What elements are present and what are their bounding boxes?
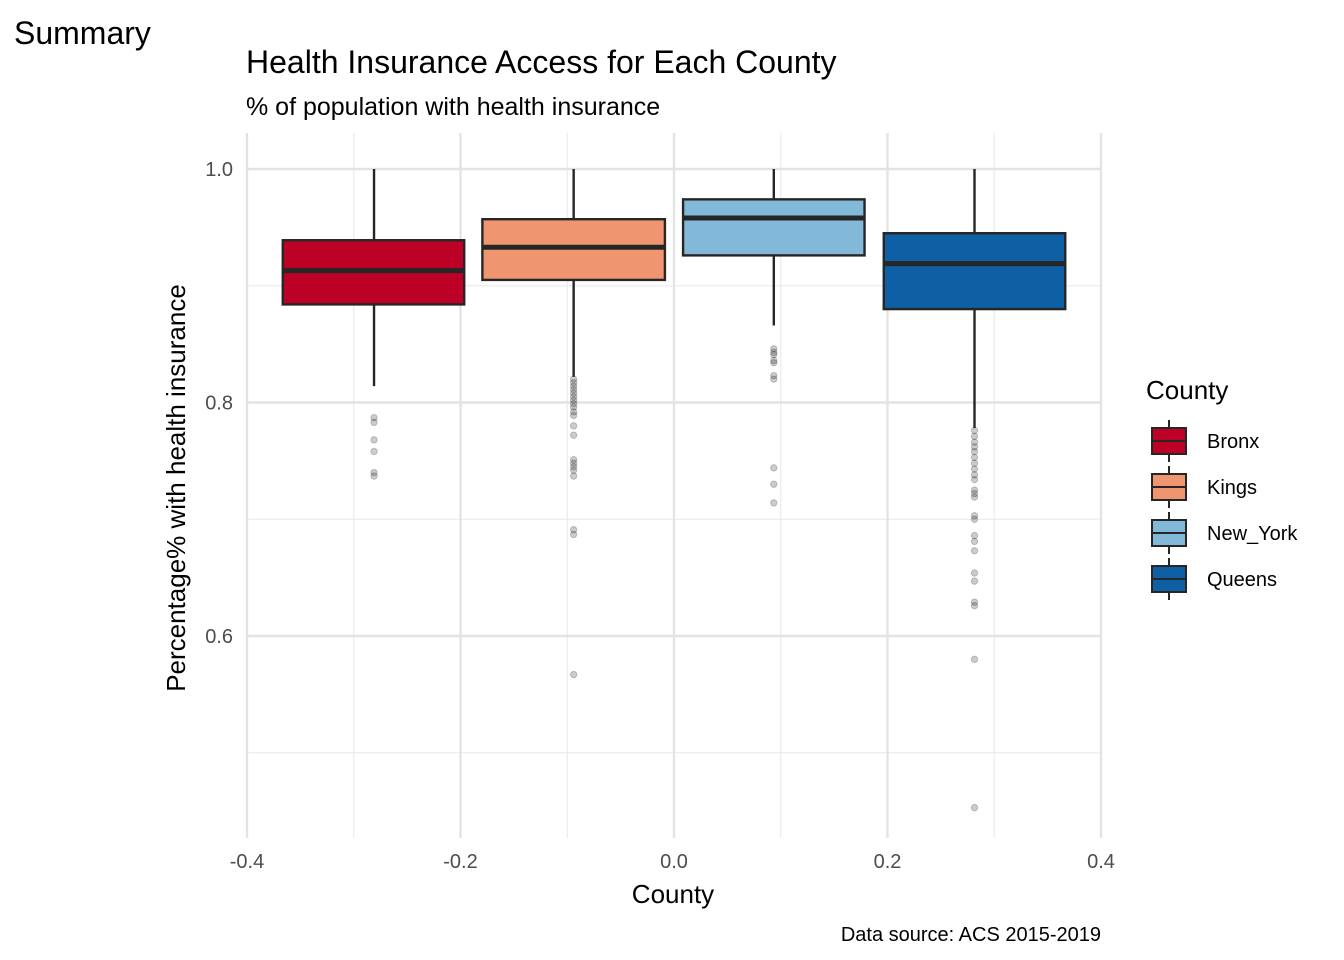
outlier-point	[770, 499, 778, 507]
legend: County Bronx Kings New_York Queens	[1146, 375, 1298, 600]
box-iqr	[681, 198, 866, 257]
x-tick-label: -0.4	[230, 851, 264, 873]
outlier-point	[970, 432, 979, 441]
outlier-point	[770, 480, 778, 488]
outlier-point	[770, 345, 778, 353]
outlier-point	[569, 408, 578, 416]
outlier-point	[970, 453, 979, 462]
x-axis-label: County	[632, 879, 714, 909]
outlier-point	[370, 413, 378, 422]
x-tick-label: -0.2	[443, 851, 477, 873]
outlier-point	[970, 569, 979, 577]
outlier-point	[569, 463, 578, 471]
outlier-point	[569, 378, 578, 387]
outlier-point	[569, 389, 578, 397]
outlier-point	[970, 489, 979, 498]
outlier-point	[970, 515, 979, 523]
outlier-point	[970, 486, 979, 494]
x-tick-label: 0.4	[1087, 851, 1115, 873]
chart-caption: Data source: ACS 2015-2019	[841, 924, 1101, 946]
outlier-point	[770, 375, 778, 383]
y-axis-label: Percentage% with health insurance	[161, 284, 191, 692]
chart-title: Health Insurance Access for Each County	[246, 44, 837, 80]
x-tick-label: 0.2	[874, 851, 902, 873]
outlier-point	[569, 670, 578, 679]
outlier-point	[770, 350, 778, 359]
outlier-point	[970, 512, 979, 520]
outlier-point	[569, 382, 578, 390]
outlier-point	[569, 431, 578, 439]
outlier-point	[970, 601, 979, 610]
outlier-point	[370, 447, 378, 456]
outlier-point	[970, 537, 979, 546]
outlier-point	[770, 348, 778, 356]
outlier-point	[569, 399, 578, 408]
outlier-point	[970, 438, 979, 446]
box-iqr	[882, 232, 1067, 311]
outlier-point	[569, 472, 578, 480]
outlier-point	[970, 459, 979, 467]
page-header: Summary	[14, 15, 151, 51]
outlier-point	[569, 466, 578, 474]
outlier-point	[569, 459, 578, 467]
legend-label: Queens	[1207, 569, 1277, 591]
axis-ticks: 0.6 0.8 1.0 -0.4 -0.2 0.0 0.2 0.4	[205, 159, 1115, 873]
box-bronx	[281, 169, 466, 480]
outlier-point	[970, 598, 979, 606]
legend-item-new-york: New_York	[1151, 512, 1298, 554]
legend-title: County	[1146, 375, 1228, 405]
box-kings	[481, 169, 667, 679]
outlier-point	[770, 371, 778, 380]
outlier-point	[970, 655, 979, 664]
outlier-point	[970, 447, 979, 456]
outlier-point	[370, 418, 378, 427]
outlier-point	[970, 547, 979, 555]
outlier-point	[970, 493, 979, 501]
box-queens	[882, 169, 1067, 812]
legend-label: Bronx	[1207, 431, 1259, 453]
outlier-point	[569, 530, 578, 539]
outlier-point	[770, 359, 778, 367]
legend-label: New_York	[1207, 523, 1298, 545]
outlier-point	[970, 803, 979, 812]
y-tick-label: 1.0	[205, 159, 233, 181]
outlier-point	[569, 422, 578, 430]
legend-item-queens: Queens	[1151, 558, 1277, 600]
outlier-point	[770, 464, 778, 472]
x-tick-label: 0.0	[660, 851, 688, 873]
outlier-point	[569, 456, 578, 464]
outlier-point	[569, 526, 578, 534]
outlier-point	[569, 403, 578, 411]
outlier-point	[970, 577, 979, 585]
outlier-point	[370, 436, 378, 444]
chart-subtitle: % of population with health insurance	[246, 93, 660, 121]
legend-item-bronx: Bronx	[1151, 420, 1259, 462]
outlier-point	[970, 443, 979, 451]
legend-label: Kings	[1207, 477, 1257, 499]
outlier-point	[970, 465, 979, 473]
legend-item-kings: Kings	[1151, 466, 1257, 508]
box-plots	[281, 169, 1067, 812]
outlier-point	[370, 468, 378, 477]
y-tick-label: 0.6	[205, 626, 233, 648]
outlier-point	[569, 411, 578, 420]
box-new-york	[681, 169, 866, 507]
outlier-point	[569, 392, 578, 401]
outlier-point	[569, 385, 578, 394]
outlier-point	[370, 472, 378, 480]
outlier-point	[970, 471, 979, 479]
outlier-point	[569, 396, 578, 404]
outlier-point	[770, 356, 778, 365]
outlier-point	[970, 531, 979, 540]
outlier-point	[970, 475, 979, 484]
y-tick-label: 0.8	[205, 393, 233, 415]
